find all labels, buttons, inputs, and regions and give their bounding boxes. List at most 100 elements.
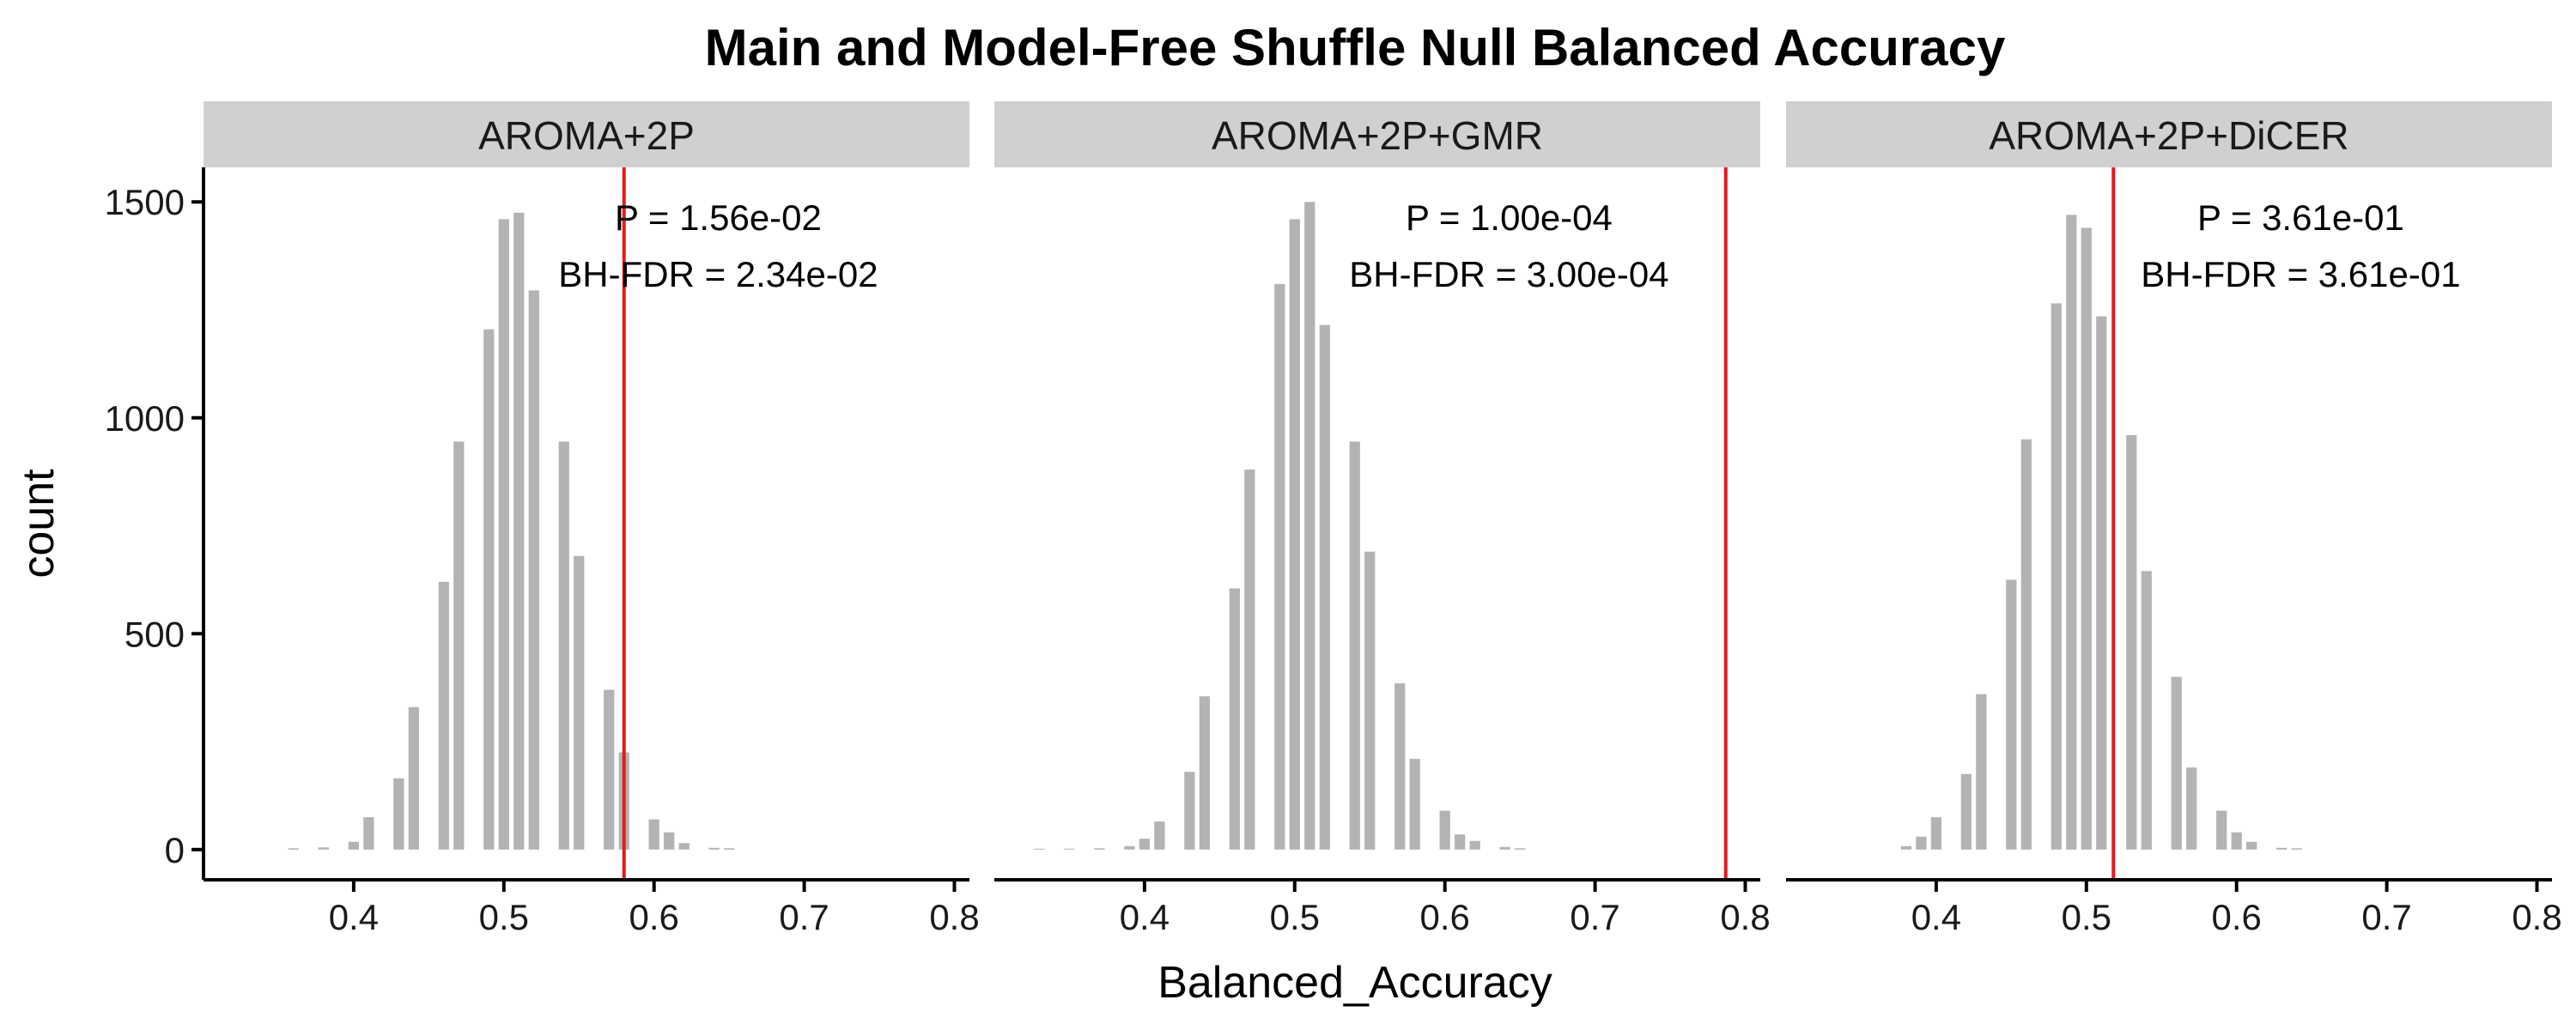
histogram-bar bbox=[1409, 759, 1420, 850]
histogram-bar bbox=[2096, 316, 2107, 850]
histogram-bar bbox=[318, 847, 330, 850]
histogram-bar bbox=[2020, 439, 2032, 850]
facet-strip bbox=[1786, 101, 2552, 167]
histogram-bar bbox=[724, 848, 735, 850]
histogram-bar bbox=[1439, 810, 1450, 850]
histogram-bar bbox=[513, 212, 525, 850]
histogram-bar bbox=[2171, 676, 2182, 850]
histogram-bar bbox=[1289, 219, 1300, 850]
histogram-bar bbox=[2066, 215, 2077, 850]
x-tick-label: 0.6 bbox=[2212, 897, 2262, 937]
facet-strip-label: AROMA+2P bbox=[478, 113, 695, 158]
x-tick-label: 0.5 bbox=[479, 897, 529, 937]
histogram-bar bbox=[2081, 227, 2092, 850]
histogram-bar bbox=[453, 441, 465, 850]
histogram-bar bbox=[2291, 848, 2302, 850]
histogram-bar bbox=[363, 817, 374, 850]
y-tick-label: 1000 bbox=[105, 398, 185, 439]
histogram-bar bbox=[483, 329, 495, 850]
bh-fdr-label: BH-FDR = 3.00e-04 bbox=[1349, 254, 1668, 294]
histogram-bar bbox=[664, 832, 675, 850]
histogram-bar bbox=[1960, 773, 1972, 850]
p-value-label: P = 1.00e-04 bbox=[1406, 197, 1613, 238]
x-tick-label: 0.7 bbox=[779, 897, 829, 937]
facet-panel: AROMA+2P+GMR P = 1.00e-04 BH-FDR = 3.00e-0… bbox=[994, 101, 1771, 937]
histogram-bar bbox=[2246, 841, 2257, 850]
x-tick-label: 0.5 bbox=[1270, 897, 1320, 937]
histogram-bar bbox=[498, 219, 509, 850]
histogram-bar bbox=[1916, 836, 1927, 850]
histogram-bar bbox=[2276, 847, 2287, 850]
histogram-bar bbox=[1515, 848, 1526, 850]
histogram-bar bbox=[678, 843, 690, 850]
x-tick-label: 0.8 bbox=[1720, 897, 1770, 937]
histogram-bar bbox=[528, 290, 539, 850]
x-tick-label: 0.4 bbox=[1911, 897, 1961, 937]
histogram-bar bbox=[1319, 324, 1330, 850]
y-axis: 0 500 1000 1500 bbox=[105, 167, 205, 880]
histogram-bar bbox=[1094, 848, 1105, 850]
histogram-bar bbox=[1499, 846, 1510, 850]
histogram-bar bbox=[1900, 845, 1912, 850]
x-tick-label: 0.8 bbox=[929, 897, 979, 937]
histogram-bar bbox=[1304, 202, 1315, 850]
histogram-bar bbox=[2186, 767, 2197, 850]
histogram-bar bbox=[1034, 848, 1045, 850]
facet-panels: AROMA+2P P = 1.56e-02 BH-FDR = 2.34e-02 0.4… bbox=[204, 101, 2562, 937]
x-tick-label: 0.7 bbox=[2361, 897, 2411, 937]
histogram-bar bbox=[1394, 683, 1406, 850]
x-tick-label: 0.6 bbox=[1420, 897, 1470, 937]
histogram-bar bbox=[1229, 588, 1240, 850]
histogram-bar bbox=[2231, 832, 2242, 850]
histogram-bar bbox=[1364, 551, 1376, 850]
histogram-bar bbox=[1469, 840, 1480, 850]
y-axis-title: count bbox=[14, 469, 64, 579]
x-axis-title: Balanced_Accuracy bbox=[1157, 958, 1552, 1008]
y-tick-label: 500 bbox=[125, 614, 185, 654]
histogram-bar bbox=[1199, 696, 1210, 850]
histogram-bar bbox=[1139, 839, 1151, 850]
facet-strip-label: AROMA+2P+DiCER bbox=[1989, 113, 2348, 158]
x-tick-label: 0.7 bbox=[1570, 897, 1619, 937]
bh-fdr-label: BH-FDR = 2.34e-02 bbox=[558, 254, 878, 294]
histogram-bar bbox=[288, 848, 300, 850]
histogram-bar bbox=[2126, 434, 2137, 850]
histogram-bar bbox=[348, 841, 360, 850]
facet-strip bbox=[204, 101, 969, 167]
histogram-bar bbox=[438, 581, 449, 850]
histogram-bar bbox=[1184, 772, 1195, 850]
histogram-bar bbox=[1244, 470, 1255, 850]
x-tick-label: 0.4 bbox=[1120, 897, 1170, 937]
histogram-bar bbox=[393, 778, 404, 850]
histogram-bar bbox=[1064, 848, 1075, 850]
histogram-bar bbox=[2006, 579, 2017, 850]
histogram-bar bbox=[2216, 810, 2227, 850]
histogram-bar bbox=[1274, 283, 1285, 850]
histogram-bar bbox=[1455, 834, 1466, 850]
x-tick-label: 0.6 bbox=[629, 897, 679, 937]
x-tick-label: 0.8 bbox=[2512, 897, 2561, 937]
histogram-bar bbox=[648, 819, 659, 850]
p-value-label: P = 3.61e-01 bbox=[2197, 197, 2404, 238]
histogram-bar bbox=[2141, 571, 2152, 850]
histogram-bar bbox=[574, 555, 585, 850]
histogram-bar bbox=[1930, 817, 1942, 850]
facet-strip-label: AROMA+2P+GMR bbox=[1212, 113, 1543, 158]
chart-title: Main and Model-Free Shuffle Null Balance… bbox=[705, 19, 2006, 76]
histogram-bar bbox=[2050, 303, 2062, 850]
facet-panel: AROMA+2P P = 1.56e-02 BH-FDR = 2.34e-02 0.4… bbox=[204, 101, 980, 937]
facet-strip bbox=[994, 101, 1760, 167]
facet-panel: AROMA+2P+DiCER P = 3.61e-01 BH-FDR = 3.61e… bbox=[1786, 101, 2562, 937]
bh-fdr-label: BH-FDR = 3.61e-01 bbox=[2141, 254, 2460, 294]
histogram-bar bbox=[1154, 821, 1165, 850]
x-tick-label: 0.4 bbox=[329, 897, 379, 937]
histogram-bar bbox=[708, 847, 720, 850]
p-value-label: P = 1.56e-02 bbox=[615, 197, 822, 238]
histogram-bar bbox=[558, 441, 569, 850]
histogram-bar bbox=[1124, 845, 1135, 850]
histogram-bar bbox=[408, 706, 419, 850]
y-tick-label: 0 bbox=[165, 830, 185, 870]
x-tick-label: 0.5 bbox=[2062, 897, 2111, 937]
histogram-bar bbox=[604, 689, 615, 850]
